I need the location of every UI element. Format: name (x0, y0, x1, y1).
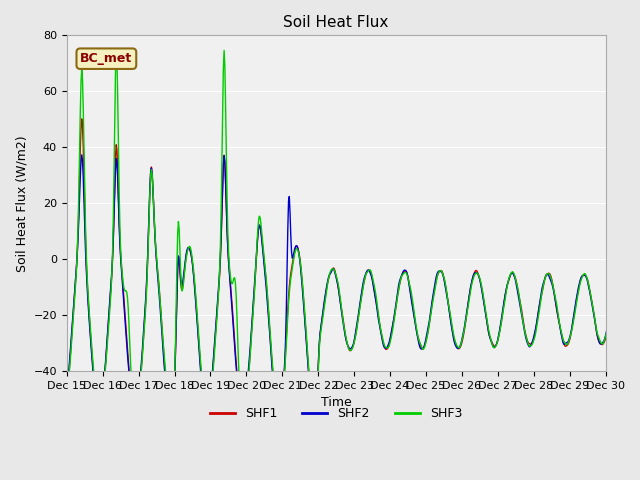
SHF2 (415, 341, 423, 347)
SHF1 (288, 265, 296, 271)
SHF1 (132, 408, 140, 414)
SHF1 (95, 410, 103, 416)
Line: SHF1: SHF1 (67, 119, 640, 413)
SHF2 (447, 321, 455, 327)
SHF3 (637, 338, 640, 344)
Y-axis label: Soil Heat Flux (W/m2): Soil Heat Flux (W/m2) (15, 135, 28, 272)
SHF1 (63, 387, 70, 393)
Legend: SHF1, SHF2, SHF3: SHF1, SHF2, SHF3 (205, 402, 467, 425)
X-axis label: Time: Time (321, 396, 351, 409)
SHF3 (237, 404, 245, 409)
Line: SHF2: SHF2 (67, 155, 640, 413)
SHF2 (132, 408, 140, 413)
Line: SHF3: SHF3 (67, 49, 640, 414)
SHF1 (78, 116, 86, 122)
SHF3 (447, 317, 455, 323)
SHF2 (266, 332, 274, 337)
SHF1 (415, 337, 423, 343)
SHF1 (237, 406, 245, 411)
SHF1 (447, 320, 455, 325)
SHF1 (266, 328, 274, 334)
SHF3 (266, 324, 274, 330)
Text: BC_met: BC_met (80, 52, 132, 65)
SHF2 (95, 410, 103, 416)
SHF2 (637, 335, 640, 340)
SHF3 (288, 270, 296, 276)
SHF1 (637, 337, 640, 343)
SHF3 (63, 388, 70, 394)
SHF2 (78, 152, 86, 158)
SHF2 (288, 249, 296, 255)
Title: Soil Heat Flux: Soil Heat Flux (284, 15, 389, 30)
SHF3 (113, 47, 120, 52)
SHF2 (237, 406, 245, 412)
SHF3 (95, 411, 103, 417)
SHF3 (132, 408, 140, 413)
SHF2 (63, 386, 70, 392)
SHF3 (415, 337, 423, 343)
